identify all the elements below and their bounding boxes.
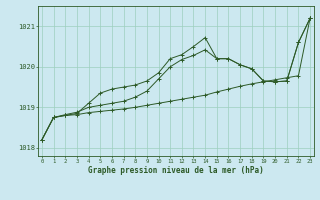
X-axis label: Graphe pression niveau de la mer (hPa): Graphe pression niveau de la mer (hPa) bbox=[88, 166, 264, 175]
